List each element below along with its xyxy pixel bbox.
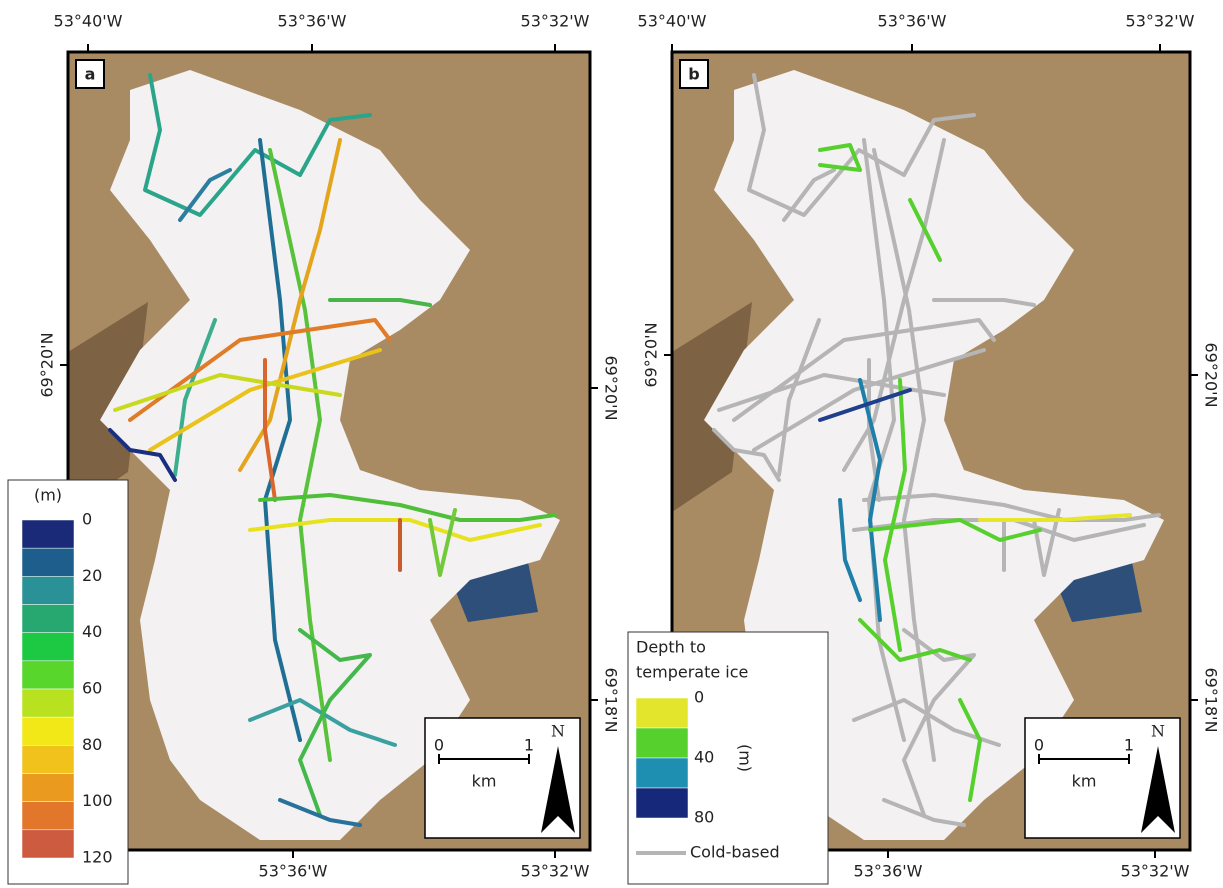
- lat-label: 69°18'N: [1202, 667, 1221, 732]
- legend-tick: 80: [82, 735, 102, 754]
- legend-swatch: [22, 633, 74, 661]
- legend-tick: 20: [82, 566, 102, 585]
- legend-cold-label: Cold-based: [690, 843, 780, 862]
- lon-label: 53°40'W: [638, 12, 707, 31]
- north-label: N: [1151, 722, 1165, 741]
- scale-end: 1: [524, 736, 534, 755]
- lon-label: 53°36'W: [278, 12, 347, 31]
- lon-label: 53°36'W: [259, 862, 328, 881]
- legend-swatch: [636, 728, 688, 758]
- lon-label: 53°36'W: [878, 12, 947, 31]
- legend-tick: 0: [82, 510, 92, 529]
- legend-unit: (m): [736, 744, 755, 772]
- legend-title: Depth to: [636, 638, 706, 657]
- legend-tick: 40: [82, 622, 102, 641]
- legend-swatch: [636, 758, 688, 788]
- north-label: N: [551, 722, 565, 741]
- lon-label: 53°40'W: [54, 12, 123, 31]
- legend-unit: (m): [34, 486, 62, 505]
- lat-label: 69°20'N: [38, 332, 57, 397]
- legend-swatch: [22, 830, 74, 858]
- legend-swatch: [636, 698, 688, 728]
- lon-label: 53°32'W: [521, 12, 590, 31]
- figure: a 53°40'W 53°36'W 53°32'W 53°36'W 53°32'W 69°2…: [0, 0, 1223, 888]
- scale-start: 0: [1034, 736, 1044, 755]
- lon-label: 53°32'W: [1126, 12, 1195, 31]
- panel-label: b: [688, 65, 699, 84]
- legend-tick: 100: [82, 791, 113, 810]
- legend-tick: 120: [82, 848, 113, 867]
- legend-swatch: [22, 774, 74, 802]
- lat-label: 69°18'N: [602, 667, 621, 732]
- legend-swatch: [22, 548, 74, 576]
- scale-unit: km: [1072, 772, 1097, 791]
- legend-tick: 0: [694, 688, 704, 707]
- scale-start: 0: [434, 736, 444, 755]
- legend-swatch: [22, 689, 74, 717]
- legend-swatch: [22, 802, 74, 830]
- lat-label: 69°20'N: [602, 355, 621, 420]
- legend-tick: 60: [82, 679, 102, 698]
- legend-tick: 80: [694, 808, 714, 827]
- legend: (m) 0 20 40 60 80 100 120: [8, 480, 128, 884]
- legend-swatch: [22, 745, 74, 773]
- legend-title: temperate ice: [636, 663, 748, 682]
- lat-label: 69°20'N: [642, 322, 661, 387]
- scale-unit: km: [472, 772, 497, 791]
- legend-tick: 40: [694, 748, 714, 767]
- lon-label: 53°32'W: [521, 862, 590, 881]
- legend-swatch: [636, 788, 688, 818]
- legend: Depth to temperate ice 0 40 80 (m) Cold-based: [628, 632, 828, 884]
- legend-swatch: [22, 576, 74, 604]
- lon-label: 53°32'W: [1121, 862, 1190, 881]
- legend-swatch: [22, 717, 74, 745]
- legend-swatch: [22, 661, 74, 689]
- legend-swatch: [22, 520, 74, 548]
- lon-label: 53°36'W: [854, 862, 923, 881]
- panel-label: a: [85, 65, 96, 84]
- legend-swatch: [22, 605, 74, 633]
- scale-end: 1: [1124, 736, 1134, 755]
- lat-label: 69°20'N: [1202, 342, 1221, 407]
